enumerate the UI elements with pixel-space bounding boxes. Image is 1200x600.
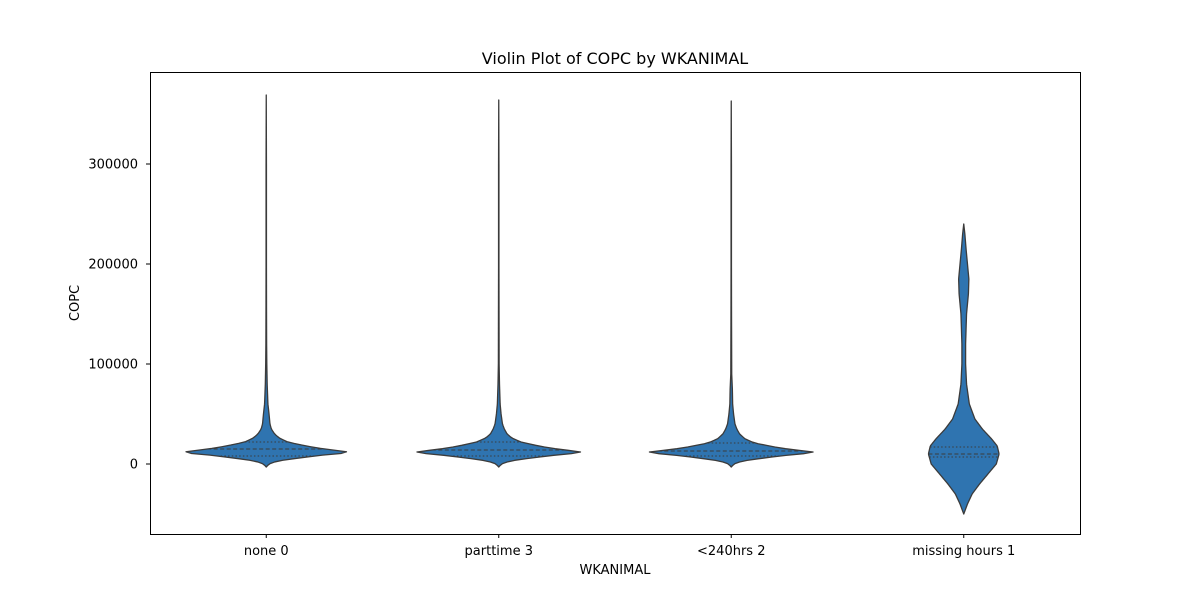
violin-1: [185, 94, 348, 468]
y-tick-label: 100000: [88, 358, 138, 373]
chart-title: Violin Plot of COPC by WKANIMAL: [482, 49, 748, 68]
x-axis-label: WKANIMAL: [580, 563, 652, 578]
violin-body: [927, 223, 1000, 515]
y-tick-label: 200000: [88, 258, 138, 273]
violins-layer: [185, 94, 1000, 515]
violin-4: [927, 223, 1000, 515]
violin-body: [416, 99, 582, 468]
x-tick-label: none 0: [244, 544, 289, 559]
violin-2: [416, 99, 582, 468]
x-axis: none 0 parttime 3 <240hrs 2 missing hours 1: [244, 534, 1015, 559]
x-tick-label: missing hours 1: [912, 544, 1015, 559]
violin-body: [185, 94, 348, 468]
violin-3: [648, 100, 814, 468]
y-tick-label: 300000: [88, 158, 138, 173]
y-tick-label: 0: [130, 458, 138, 473]
x-tick-label: <240hrs 2: [697, 544, 765, 559]
y-axis-label: COPC: [68, 285, 83, 321]
x-tick-label: parttime 3: [465, 544, 533, 559]
plot-frame: [150, 72, 1081, 535]
violin-body: [648, 100, 814, 468]
y-axis: 0 100000 200000 300000: [88, 158, 150, 473]
